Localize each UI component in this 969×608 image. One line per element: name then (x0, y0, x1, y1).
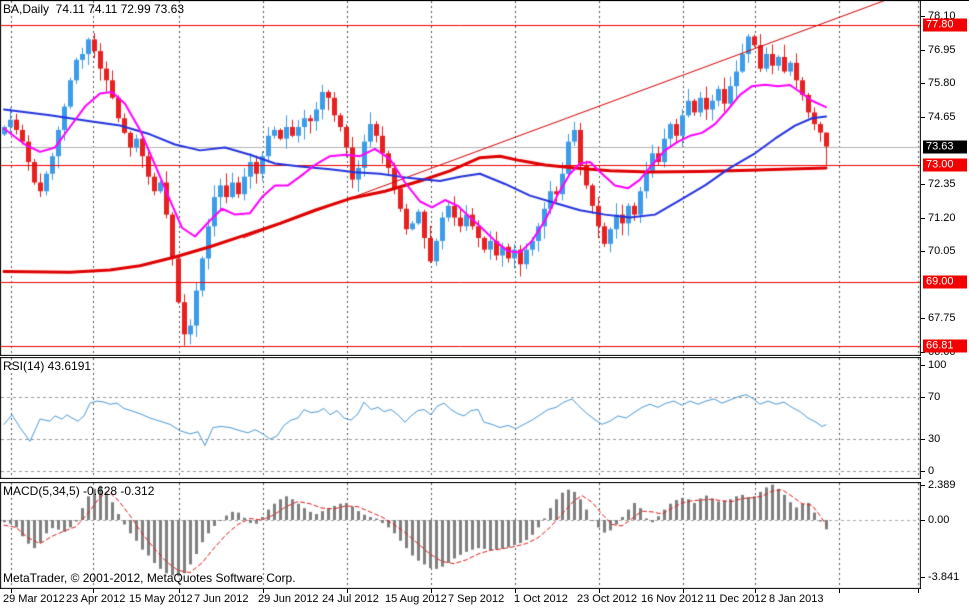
time-axis-tick (599, 589, 600, 593)
time-axis-label: 23 Oct 2012 (577, 593, 637, 605)
axis-tick (921, 117, 925, 118)
time-axis-label: 23 Apr 2012 (66, 593, 126, 605)
axis-tick-label: 72.35 (928, 177, 956, 190)
axis-tick (921, 365, 925, 366)
time-axis-tick (93, 589, 94, 593)
axis-tick-label: 0.00 (928, 514, 950, 526)
axis-tick (921, 352, 925, 353)
window-top-border (0, 0, 969, 1)
time-axis-label: 11 Dec 2012 (705, 593, 767, 605)
price-level-badge: 73.00 (923, 158, 967, 172)
axis-tick (921, 50, 925, 51)
axis-tick (921, 397, 925, 398)
time-axis-label: 15 May 2012 (129, 593, 193, 605)
axis-tick (921, 439, 925, 440)
time-axis-label: 7 Jun 2012 (194, 593, 249, 605)
axis-tick (921, 16, 925, 17)
time-axis-label: 29 Jun 2012 (258, 593, 319, 605)
axis-tick-label: 100 (928, 359, 947, 371)
time-axis-tick (431, 589, 432, 593)
time-axis-tick (839, 589, 840, 593)
axis-tick-label: 67.75 (928, 312, 956, 325)
copyright-text: MetaTrader, © 2001-2012, MetaQuotes Soft… (3, 571, 296, 585)
axis-tick-label: -3.841 (928, 570, 960, 583)
axis-tick-label: 70 (928, 390, 941, 403)
axis-tick-label: 74.65 (928, 110, 956, 123)
time-axis-label: 1 Oct 2012 (514, 593, 568, 605)
price-chart-panel[interactable] (0, 0, 921, 356)
price-axis[interactable]: 78.10 76.95 75.80 74.65 72.35 71.20 70.05 67.75… (921, 0, 969, 358)
rsi-indicator-panel[interactable] (0, 357, 921, 479)
axis-tick-label: 70.05 (928, 245, 956, 258)
time-axis-label: 16 Nov 2012 (641, 593, 704, 605)
time-axis-tick (683, 589, 684, 593)
rsi-indicator-label: RSI(14) 43.6191 (3, 359, 92, 373)
time-axis-label: 29 Mar 2012 (3, 593, 65, 605)
axis-tick-label: 75.80 (928, 77, 956, 90)
axis-tick-label: 71.20 (928, 211, 956, 224)
time-axis[interactable]: 29 Mar 2012 23 Apr 2012 15 May 2012 7 Jun 2… (0, 589, 969, 608)
time-axis-tick (515, 589, 516, 593)
axis-tick (921, 218, 925, 219)
time-axis-label: 15 Aug 2012 (385, 593, 447, 605)
price-level-badge: 66.81 (923, 339, 967, 353)
time-axis-tick (347, 589, 348, 593)
axis-tick (921, 485, 925, 486)
axis-tick (921, 577, 925, 578)
macd-indicator-label: MACD(5,34,5) -0.628 -0.312 (3, 484, 155, 498)
time-axis-tick (263, 589, 264, 593)
time-axis-label: 24 Jul 2012 (322, 593, 379, 605)
time-axis-tick (179, 589, 180, 593)
axis-tick-label: 0 (928, 465, 935, 477)
macd-indicator-panel[interactable] (0, 482, 921, 589)
current-price-badge: 73.63 (923, 140, 967, 154)
axis-tick (921, 520, 925, 521)
axis-tick (921, 471, 925, 472)
time-axis-label: 8 Jan 2013 (769, 593, 824, 605)
axis-tick-label: 76.95 (928, 43, 956, 56)
axis-tick (921, 318, 925, 319)
axis-tick-label: 2.389 (928, 478, 956, 491)
time-axis-tick (755, 589, 756, 593)
chart-title: BA,Daily 74.11 74.11 72.99 73.63 (3, 2, 185, 16)
price-level-badge: 69.00 (923, 275, 967, 289)
axis-tick (921, 83, 925, 84)
time-axis-tick (918, 589, 919, 593)
time-axis-tick (11, 589, 12, 593)
axis-tick-label: 30 (928, 433, 941, 446)
price-level-badge: 77.80 (923, 18, 967, 32)
time-axis-label: 7 Sep 2012 (448, 593, 505, 605)
axis-tick (921, 184, 925, 185)
axis-tick (921, 251, 925, 252)
